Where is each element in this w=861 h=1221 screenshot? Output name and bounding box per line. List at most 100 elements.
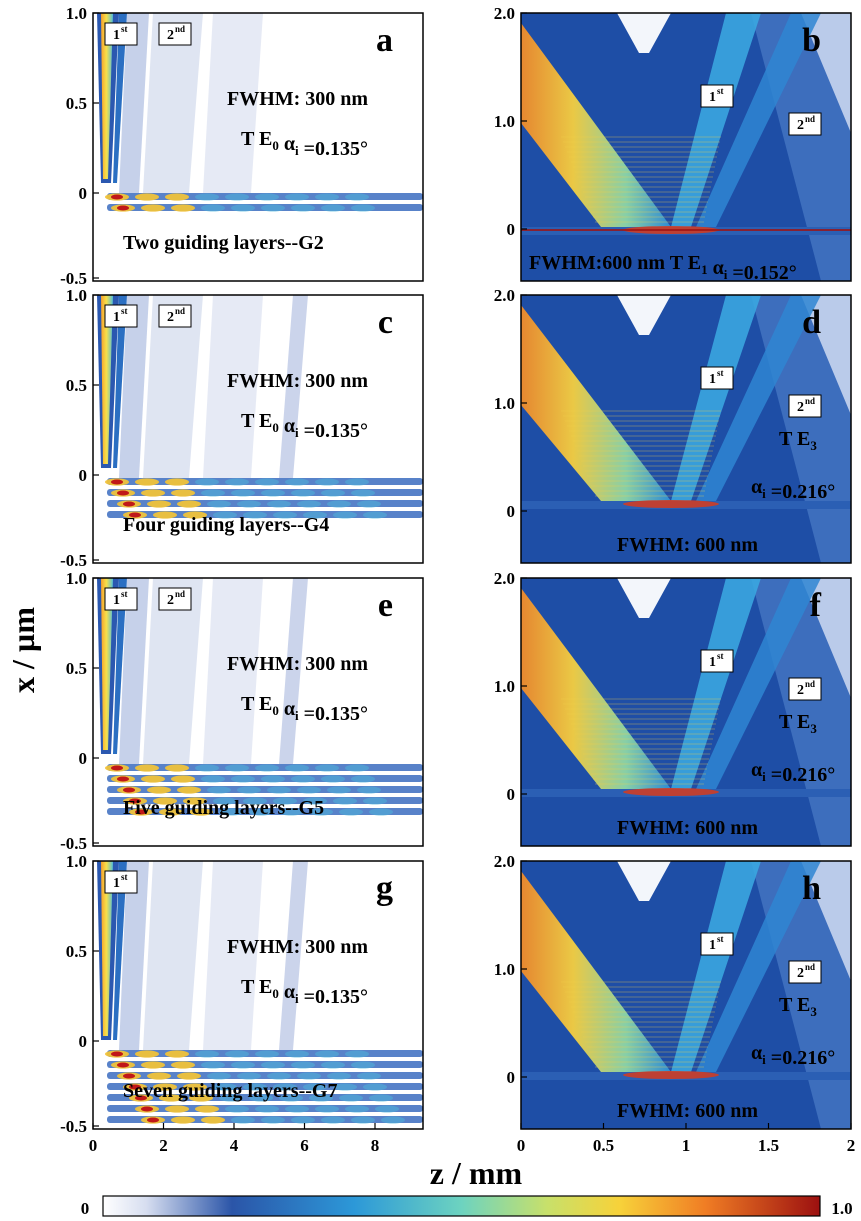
annotation-line: FWHM:600 nm T E1 αi =0.152° — [529, 252, 797, 284]
y-tick-label: 1.0 — [66, 569, 87, 588]
panel-e-field — [97, 578, 423, 816]
y-tick-label: 0 — [79, 749, 88, 768]
annotation-line: T E0 αi =0.135° — [241, 410, 368, 442]
annotation-line: Two guiding layers--G2 — [123, 232, 324, 254]
svg-text:1: 1 — [709, 655, 716, 670]
panel-h-field — [521, 861, 851, 1129]
x-tick-label: 0.5 — [593, 1136, 614, 1155]
svg-text:nd: nd — [805, 114, 815, 124]
y-tick-label: 0 — [507, 502, 516, 521]
svg-text:nd: nd — [175, 589, 185, 599]
x-tick-label: 1 — [682, 1136, 691, 1155]
y-tick-label: -0.5 — [60, 1117, 87, 1136]
svg-text:st: st — [121, 589, 128, 599]
svg-text:2: 2 — [167, 593, 174, 608]
svg-text:1: 1 — [113, 28, 120, 43]
annotation-line: Seven guiding layers--G7 — [123, 1080, 337, 1102]
y-tick-label: 0.5 — [66, 942, 87, 961]
x-tick-label: 1.5 — [758, 1136, 779, 1155]
annotation-line: T E3 — [779, 428, 817, 453]
svg-text:nd: nd — [175, 306, 185, 316]
svg-text:1: 1 — [113, 876, 120, 891]
annotation-line: FWHM: 300 nm — [227, 653, 368, 675]
y-tick-label: 1.0 — [66, 4, 87, 23]
y-tick-label: 1.0 — [66, 286, 87, 305]
svg-text:2: 2 — [797, 400, 804, 415]
x-tick-label: 2 — [847, 1136, 856, 1155]
y-tick-label: 2.0 — [494, 569, 515, 588]
annotation-line: T E0 αi =0.135° — [241, 693, 368, 725]
panel-b-frame — [520, 12, 852, 282]
svg-text:nd: nd — [805, 396, 815, 406]
annotation-line: FWHM: 300 nm — [227, 936, 368, 958]
panel-e-frame — [92, 577, 424, 847]
colorbar-min-label: 0 — [81, 1199, 90, 1218]
y-tick-label: 1.0 — [494, 677, 515, 696]
annotation-line: FWHM: 300 nm — [227, 370, 368, 392]
y-tick-label: 0 — [507, 785, 516, 804]
annotation-line: αi =0.216° — [751, 1042, 835, 1069]
svg-text:nd: nd — [175, 24, 185, 34]
annotation-line: Four guiding layers--G4 — [123, 514, 329, 536]
y-tick-label: 0 — [507, 1068, 516, 1087]
x-tick-label: 4 — [230, 1136, 239, 1155]
y-tick-label: 0 — [79, 184, 88, 203]
svg-text:nd: nd — [805, 679, 815, 689]
y-tick-label: -0.5 — [60, 269, 87, 288]
panel-f-field — [521, 578, 851, 846]
panel-c-field — [97, 295, 423, 519]
panel-letter: b — [802, 22, 821, 59]
annotation-line: T E0 αi =0.135° — [241, 128, 368, 160]
annotation-line: T E0 αi =0.135° — [241, 976, 368, 1008]
y-tick-label: 2.0 — [494, 852, 515, 871]
svg-text:2: 2 — [797, 118, 804, 133]
svg-text:nd: nd — [805, 962, 815, 972]
panel-f-frame — [520, 577, 852, 847]
annotation-line: T E3 — [779, 711, 817, 736]
y-tick-label: 1.0 — [494, 394, 515, 413]
annotation-line: FWHM: 600 nm — [617, 1100, 758, 1122]
svg-text:st: st — [717, 934, 724, 944]
y-tick-label: 0 — [79, 1032, 88, 1051]
panel-c: 1.0 0.5 0 -0.5 c 1 st 2 nd FWHM: 300 nm T E0 αi =0… — [60, 286, 424, 570]
annotation-line: Five guiding layers--G5 — [123, 797, 324, 819]
svg-text:st: st — [121, 306, 128, 316]
y-tick-label: 0 — [79, 466, 88, 485]
svg-text:1: 1 — [709, 938, 716, 953]
panel-d-frame — [520, 294, 852, 564]
y-tick-label: 0 — [507, 220, 516, 239]
y-tick-label: 2.0 — [494, 4, 515, 23]
panel-f: 2.0 1.0 0 f 1 st 2 nd T E3 αi =0.216° FWHM: 600 nm — [494, 569, 852, 847]
y-tick-label: 0.5 — [66, 94, 87, 113]
svg-text:st: st — [717, 86, 724, 96]
panel-a-field — [97, 13, 423, 212]
panel-d: 2.0 1.0 0 d 1 st 2 nd T E3 αi =0.216° FWHM: 600 nm — [494, 286, 852, 564]
svg-text:1: 1 — [113, 310, 120, 325]
x-axis-label: z / mm — [430, 1155, 523, 1191]
y-tick-label: 1.0 — [66, 852, 87, 871]
panel-letter: a — [376, 22, 393, 59]
panel-letter: c — [378, 304, 393, 341]
x-tick-label: 6 — [300, 1136, 309, 1155]
svg-text:st: st — [121, 24, 128, 34]
y-tick-label: -0.5 — [60, 834, 87, 853]
panel-g-frame — [92, 860, 424, 1130]
y-tick-label: 2.0 — [494, 286, 515, 305]
annotation-line: FWHM: 300 nm — [227, 88, 368, 110]
svg-text:st: st — [717, 368, 724, 378]
svg-text:2: 2 — [797, 683, 804, 698]
panel-e: 1.0 0.5 0 -0.5 e 1 st 2 nd FWHM: 300 nm T E0 αi =0… — [60, 569, 424, 853]
